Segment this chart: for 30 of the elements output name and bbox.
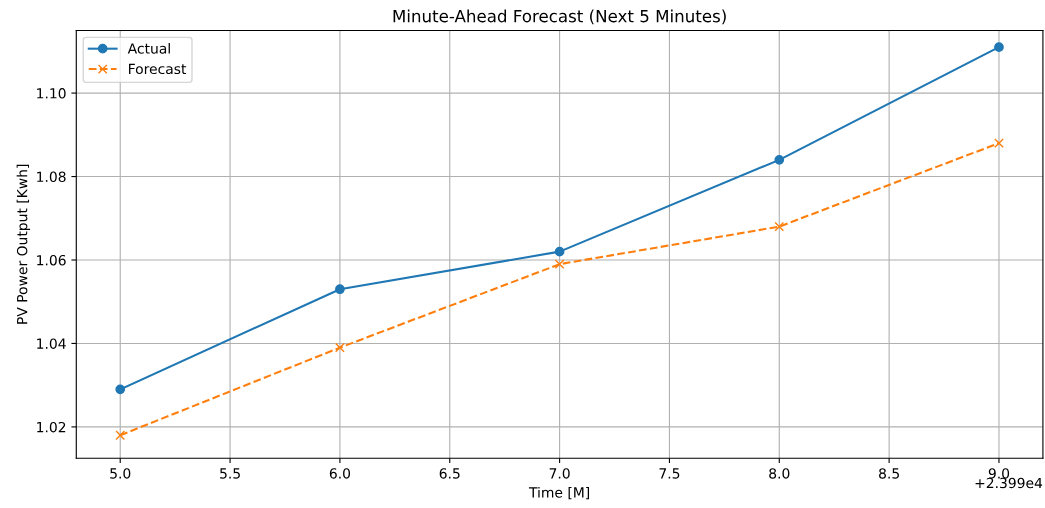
y-tick-label: 1.10 [37, 88, 66, 99]
point [994, 138, 1004, 149]
y-tick-label: 1.02 [37, 421, 66, 433]
x-tick-label: 9.0 [988, 468, 1010, 479]
y-tick-label: 1.04 [37, 338, 66, 349]
point [554, 246, 565, 257]
legend-label: Forecast [129, 63, 187, 75]
x-tick-label: 7.0 [549, 468, 570, 479]
point [115, 384, 126, 395]
x-tick-label: 6.5 [439, 468, 460, 479]
x-tick-label: 5.5 [220, 468, 240, 479]
chart-title: Minute-Ahead Forecast (Next 5 Minutes) [393, 9, 726, 25]
point [774, 154, 785, 165]
point [335, 284, 345, 295]
x-tick-label: 5.0 [110, 468, 131, 479]
point [335, 342, 345, 353]
x-tick-label: 8.0 [769, 468, 790, 479]
y-tick-label: 1.06 [37, 254, 66, 266]
x-axis-title: Time [M] [528, 486, 590, 500]
point [774, 221, 785, 232]
legend-label: Actual [127, 42, 170, 54]
x-tick-label: 8.5 [879, 468, 899, 479]
point [554, 259, 565, 270]
x-tick-label: 7.5 [659, 468, 680, 479]
point [994, 42, 1004, 53]
y-axis-title: PV Power Output [Kwh] [16, 164, 31, 324]
point [115, 430, 126, 441]
text: +2.399e4 [975, 477, 1043, 489]
y-tick-label: 1.08 [37, 171, 66, 183]
x-tick-label: 6.0 [329, 468, 351, 479]
